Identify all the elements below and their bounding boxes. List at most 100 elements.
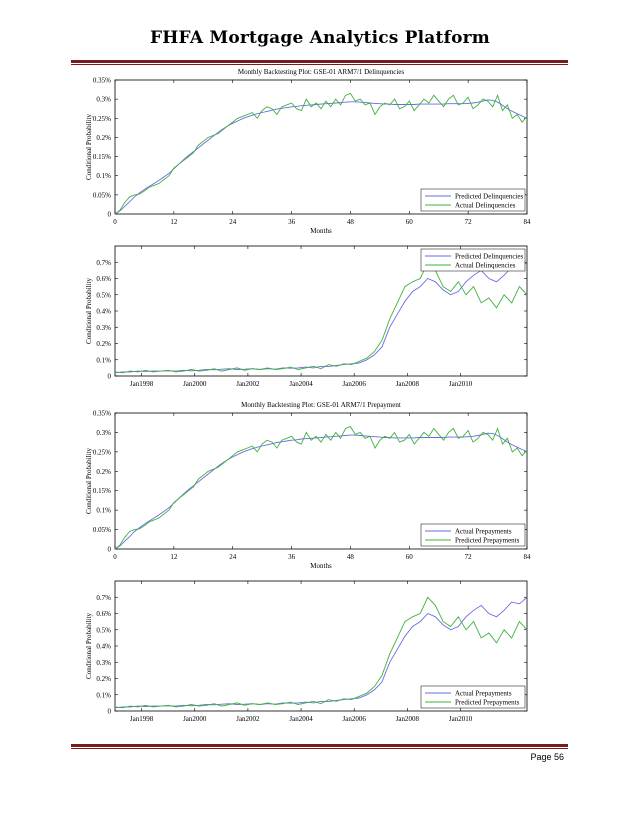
y-tick-label: 0.05%: [93, 191, 111, 199]
y-tick-label: 0.7%: [96, 594, 111, 602]
y-axis-label: Conditional Probability: [85, 114, 93, 180]
y-tick-label: 0: [108, 211, 112, 219]
legend-box: [420, 248, 526, 272]
footer-rule-thin: [71, 748, 568, 749]
y-tick-label: 0.1%: [96, 172, 111, 180]
x-tick-label: 84: [524, 553, 532, 561]
x-tick-label: 24: [229, 553, 237, 561]
y-tick-label: 0.3%: [96, 659, 111, 667]
y-tick-label: 0.2%: [96, 340, 111, 348]
y-axis-label: Conditional Probability: [85, 613, 93, 679]
chart-4: 0 0.1% 0.2% 0.3% 0.4% 0.5% 0.6% 0.7% Jan1998 Jan2…: [85, 580, 528, 723]
y-tick-label: 0: [108, 373, 112, 381]
y-tick-label: 0: [108, 546, 112, 554]
y-tick-label: 0.3%: [96, 429, 111, 437]
y-tick-label: 0.25%: [93, 448, 111, 456]
y-tick-label: 0.05%: [93, 526, 111, 534]
y-tick-label: 0.2%: [96, 134, 111, 142]
chart-title: Monthly Backtesting Plot: GSE-01 ARM7/1 …: [241, 401, 401, 409]
series-line-2: [114, 92, 528, 215]
x-tick-label: Jan2002: [236, 715, 260, 723]
y-tick-label: 0.35%: [93, 410, 111, 418]
legend-label: Actual Prepayments: [455, 528, 512, 536]
chart-title: Monthly Backtesting Plot: GSE-01 ARM7/1 …: [238, 68, 405, 76]
legend-box: [420, 523, 526, 547]
legend-label: Predicted Prepayments: [455, 699, 520, 707]
x-tick-label: Jan2006: [343, 380, 367, 388]
legend-label: Actual Delinquencies: [455, 262, 516, 270]
x-tick-label: 48: [347, 553, 355, 561]
series-line-2: [114, 426, 528, 550]
x-tick-label: 0: [113, 218, 117, 226]
y-tick-label: 0.1%: [96, 691, 111, 699]
footer-rule: [71, 744, 568, 747]
y-tick-label: 0.15%: [93, 153, 111, 161]
page-number: Page 56: [530, 752, 564, 762]
y-tick-label: 0.1%: [96, 356, 111, 364]
x-tick-label: 84: [524, 218, 532, 226]
y-tick-label: 0: [108, 708, 112, 716]
x-tick-label: 24: [229, 218, 237, 226]
x-tick-label: Jan1998: [130, 380, 154, 388]
x-tick-label: 60: [406, 218, 414, 226]
series-line-2: [114, 596, 528, 709]
legend-label: Predicted Delinquencies: [455, 253, 524, 261]
series-line-1: [114, 99, 528, 215]
x-tick-label: 48: [347, 218, 355, 226]
x-tick-label: Jan1998: [130, 715, 154, 723]
x-tick-label: 60: [406, 553, 414, 561]
x-tick-label: 36: [288, 553, 296, 561]
page-title: FHFA Mortgage Analytics Platform: [150, 28, 490, 48]
x-tick-label: Jan2010: [449, 715, 473, 723]
y-tick-label: 0.5%: [96, 626, 111, 634]
x-tick-label: 12: [170, 553, 178, 561]
y-axis-label: Conditional Probability: [85, 448, 93, 514]
y-tick-label: 0.3%: [96, 96, 111, 104]
series-line-1: [114, 432, 528, 550]
y-tick-label: 0.15%: [93, 487, 111, 495]
x-tick-label: 72: [465, 553, 473, 561]
legend-label: Actual Delinquencies: [455, 202, 516, 210]
legend-label: Actual Prepayments: [455, 690, 512, 698]
x-tick-label: 72: [465, 218, 473, 226]
x-tick-label: Jan2000: [183, 715, 207, 723]
y-tick-label: 0.35%: [93, 77, 111, 85]
x-tick-label: Jan2008: [396, 380, 420, 388]
series-line-1: [114, 596, 528, 709]
y-tick-label: 0.4%: [96, 643, 111, 651]
legend-box: [420, 188, 526, 212]
y-tick-label: 0.7%: [96, 259, 111, 267]
x-tick-label: Jan2010: [449, 380, 473, 388]
x-tick-label: 12: [170, 218, 178, 226]
header-rule-thin: [71, 64, 568, 65]
x-tick-label: Jan2002: [236, 380, 260, 388]
x-tick-label: Jan2000: [183, 380, 207, 388]
y-tick-label: 0.2%: [96, 468, 111, 476]
x-tick-label: Jan2004: [289, 715, 313, 723]
y-tick-label: 0.25%: [93, 115, 111, 123]
header-rule: [71, 60, 568, 63]
x-tick-label: Jan2004: [289, 380, 313, 388]
y-tick-label: 0.5%: [96, 291, 111, 299]
legend-label: Predicted Delinquencies: [455, 193, 524, 201]
x-tick-label: Jan2008: [396, 715, 420, 723]
legend-box: [420, 685, 526, 709]
y-axis-label: Conditional Probability: [85, 278, 93, 344]
chart-3: Monthly Backtesting Plot: GSE-01 ARM7/1 …: [85, 401, 531, 570]
y-tick-label: 0.1%: [96, 507, 111, 515]
x-tick-label: Jan2006: [343, 715, 367, 723]
y-tick-label: 0.6%: [96, 610, 111, 618]
series-line-1: [114, 261, 528, 374]
x-tick-label: 0: [113, 553, 117, 561]
chart-1: Monthly Backtesting Plot: GSE-01 ARM7/1 …: [85, 68, 531, 235]
series-line-2: [114, 261, 528, 374]
x-axis-label: Months: [310, 562, 332, 570]
y-tick-label: 0.4%: [96, 308, 111, 316]
chart-2: 0 0.1% 0.2% 0.3% 0.4% 0.5% 0.6% 0.7% Jan1998 Jan2…: [85, 245, 528, 388]
x-axis-label: Months: [310, 227, 332, 235]
y-tick-label: 0.3%: [96, 324, 111, 332]
legend-label: Predicted Prepayments: [455, 537, 520, 545]
y-tick-label: 0.6%: [96, 275, 111, 283]
y-tick-label: 0.2%: [96, 675, 111, 683]
